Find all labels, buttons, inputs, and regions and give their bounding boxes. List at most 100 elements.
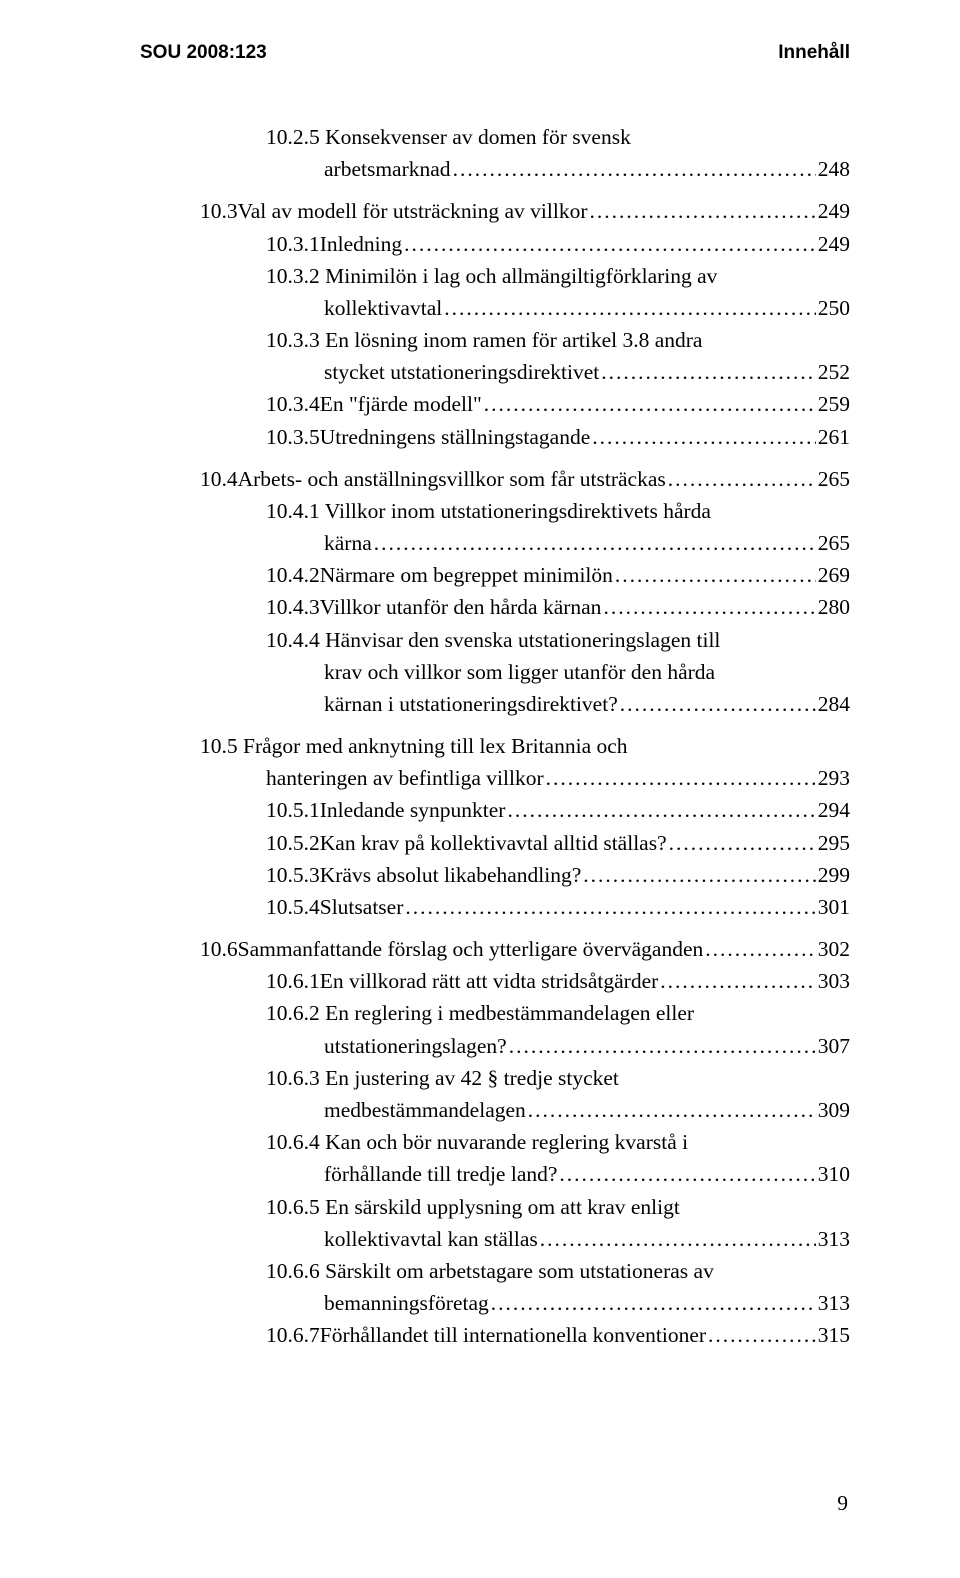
toc-entry-continuation: krav och villkor som ligger utanför den … bbox=[140, 657, 850, 688]
toc-entry-text: medbestämmandelagen bbox=[324, 1095, 526, 1126]
toc-dot-leader: ........................................… bbox=[705, 934, 815, 965]
toc-dot-leader: ........................................… bbox=[583, 860, 815, 891]
toc-entry-number: 10.4.2 bbox=[266, 560, 320, 591]
page-header: SOU 2008:123 Innehåll bbox=[140, 42, 850, 64]
toc-entry-page: 249 bbox=[818, 229, 850, 260]
toc-entry-page: 284 bbox=[818, 689, 850, 720]
toc-entry: 10.3.5 Utredningens ställningstagande...… bbox=[140, 422, 850, 453]
toc-entry-page: 295 bbox=[818, 828, 850, 859]
toc-entry: 10.4.3 Villkor utanför den hårda kärnan.… bbox=[140, 592, 850, 623]
toc-entry-page: 302 bbox=[818, 934, 850, 965]
toc-entry-text: bemanningsföretag bbox=[324, 1288, 489, 1319]
toc-entry-number: 10.6 bbox=[200, 934, 238, 965]
toc-entry-number: 10.3.1 bbox=[266, 229, 320, 260]
toc-section-gap bbox=[140, 454, 850, 464]
toc-entry-text: Sammanfattande förslag och ytterligare ö… bbox=[238, 934, 704, 965]
toc-entry: 10.3.1 Inledning........................… bbox=[140, 229, 850, 260]
toc-entry-text: kollektivavtal kan ställas bbox=[324, 1224, 538, 1255]
toc-entry-continuation: 10.3.2 Minimilön i lag och allmängiltigf… bbox=[140, 261, 850, 292]
toc-entry-number: 10.5.4 bbox=[266, 892, 320, 923]
toc-entry: 10.6.7 Förhållandet till internationella… bbox=[140, 1320, 850, 1351]
toc-entry-continuation: 10.6.5 En särskild upplysning om att kra… bbox=[140, 1192, 850, 1223]
toc-entry: bemanningsföretag.......................… bbox=[140, 1288, 850, 1319]
toc-entry-text: Utredningens ställningstagande bbox=[320, 422, 590, 453]
toc-section-gap bbox=[140, 924, 850, 934]
page-number: 9 bbox=[837, 1491, 848, 1516]
toc-entry: 10.4.2 Närmare om begreppet minimilön...… bbox=[140, 560, 850, 591]
toc-entry-continuation: 10.4.4 Hänvisar den svenska utstationeri… bbox=[140, 625, 850, 656]
toc-entry-page: 249 bbox=[818, 196, 850, 227]
toc-dot-leader: ........................................… bbox=[668, 464, 816, 495]
toc-entry-page: 250 bbox=[818, 293, 850, 324]
toc-entry-text: En villkorad rätt att vidta stridsåtgärd… bbox=[320, 966, 659, 997]
toc-entry-text: Val av modell för utsträckning av villko… bbox=[238, 196, 588, 227]
toc-entry-text: kärna bbox=[324, 528, 372, 559]
toc-entry-page: 280 bbox=[818, 592, 850, 623]
toc-dot-leader: ........................................… bbox=[374, 528, 816, 559]
toc-entry-number: 10.6.7 bbox=[266, 1320, 320, 1351]
toc-entry: 10.5.2 Kan krav på kollektivavtal alltid… bbox=[140, 828, 850, 859]
toc-entry-text: En "fjärde modell" bbox=[320, 389, 482, 420]
toc-entry: hanteringen av befintliga villkor.......… bbox=[140, 763, 850, 794]
toc-entry: kollektivavtal..........................… bbox=[140, 293, 850, 324]
toc-entry: 10.3 Val av modell för utsträckning av v… bbox=[140, 196, 850, 227]
toc-entry-text: Kan krav på kollektivavtal alltid ställa… bbox=[320, 828, 667, 859]
toc-entry: 10.4 Arbets- och anställningsvillkor som… bbox=[140, 464, 850, 495]
toc-dot-leader: ........................................… bbox=[453, 154, 816, 185]
toc-entry-page: 269 bbox=[818, 560, 850, 591]
toc-entry-number: 10.3.4 bbox=[266, 389, 320, 420]
toc-entry: kollektivavtal kan ställas..............… bbox=[140, 1224, 850, 1255]
toc-dot-leader: ........................................… bbox=[546, 763, 816, 794]
toc-dot-leader: ........................................… bbox=[509, 1031, 816, 1062]
toc-entry-page: 259 bbox=[818, 389, 850, 420]
toc-entry-page: 265 bbox=[818, 528, 850, 559]
toc-entry-text: hanteringen av befintliga villkor bbox=[266, 763, 544, 794]
toc-entry-text: Krävs absolut likabehandling? bbox=[320, 860, 582, 891]
toc-entry-number: 10.4.3 bbox=[266, 592, 320, 623]
toc-entry-continuation: 10.3.3 En lösning inom ramen för artikel… bbox=[140, 325, 850, 356]
toc-entry: stycket utstationeringsdirektivet.......… bbox=[140, 357, 850, 388]
toc-entry-number: 10.5.1 bbox=[266, 795, 320, 826]
toc-entry-number: 10.3.5 bbox=[266, 422, 320, 453]
toc-dot-leader: ........................................… bbox=[491, 1288, 816, 1319]
toc-entry-text: Närmare om begreppet minimilön bbox=[320, 560, 613, 591]
toc-entry-page: 309 bbox=[818, 1095, 850, 1126]
toc-entry-text: Förhållandet till internationella konven… bbox=[320, 1320, 706, 1351]
toc-entry-continuation: 10.6.4 Kan och bör nuvarande reglering k… bbox=[140, 1127, 850, 1158]
toc-entry: arbetsmarknad...........................… bbox=[140, 154, 850, 185]
toc-entry-continuation: 10.5 Frågor med anknytning till lex Brit… bbox=[140, 731, 850, 762]
toc-entry-page: 293 bbox=[818, 763, 850, 794]
toc-entry-continuation: 10.4.1 Villkor inom utstationeringsdirek… bbox=[140, 496, 850, 527]
toc-dot-leader: ........................................… bbox=[669, 828, 816, 859]
toc-dot-leader: ........................................… bbox=[444, 293, 816, 324]
toc-entry-text: Arbets- och anställningsvillkor som får … bbox=[238, 464, 666, 495]
toc-entry-page: 313 bbox=[818, 1224, 850, 1255]
toc-entry-page: 299 bbox=[818, 860, 850, 891]
toc-entry-text: förhållande till tredje land? bbox=[324, 1159, 557, 1190]
toc-entry-number: 10.4 bbox=[200, 464, 238, 495]
toc-dot-leader: ........................................… bbox=[484, 389, 816, 420]
toc-entry-number: 10.5.2 bbox=[266, 828, 320, 859]
toc-entry-continuation: 10.6.6 Särskilt om arbetstagare som utst… bbox=[140, 1256, 850, 1287]
toc-entry-text: stycket utstationeringsdirektivet bbox=[324, 357, 599, 388]
toc-entry: utstationeringslagen?...................… bbox=[140, 1031, 850, 1062]
toc-entry-text: Inledning bbox=[320, 229, 402, 260]
header-section: Innehåll bbox=[778, 42, 850, 64]
toc-entry-text: Inledande synpunkter bbox=[320, 795, 506, 826]
toc-entry-page: 252 bbox=[818, 357, 850, 388]
toc-entry: 10.5.1 Inledande synpunkter.............… bbox=[140, 795, 850, 826]
toc-entry: kärnan i utstationeringsdirektivet?.....… bbox=[140, 689, 850, 720]
toc-entry-text: kollektivavtal bbox=[324, 293, 442, 324]
toc-entry-page: 301 bbox=[818, 892, 850, 923]
toc-entry: förhållande till tredje land?...........… bbox=[140, 1159, 850, 1190]
toc-entry-continuation: 10.2.5 Konsekvenser av domen för svensk bbox=[140, 122, 850, 153]
toc-entry-page: 310 bbox=[818, 1159, 850, 1190]
toc-entry: 10.6.1 En villkorad rätt att vidta strid… bbox=[140, 966, 850, 997]
toc-entry-page: 261 bbox=[818, 422, 850, 453]
toc-section-gap bbox=[140, 186, 850, 196]
toc-entry-continuation: 10.6.2 En reglering i medbestämmandelage… bbox=[140, 998, 850, 1029]
toc-entry-text: utstationeringslagen? bbox=[324, 1031, 507, 1062]
toc-entry: medbestämmandelagen.....................… bbox=[140, 1095, 850, 1126]
toc-dot-leader: ........................................… bbox=[590, 196, 816, 227]
toc-entry: kärna...................................… bbox=[140, 528, 850, 559]
